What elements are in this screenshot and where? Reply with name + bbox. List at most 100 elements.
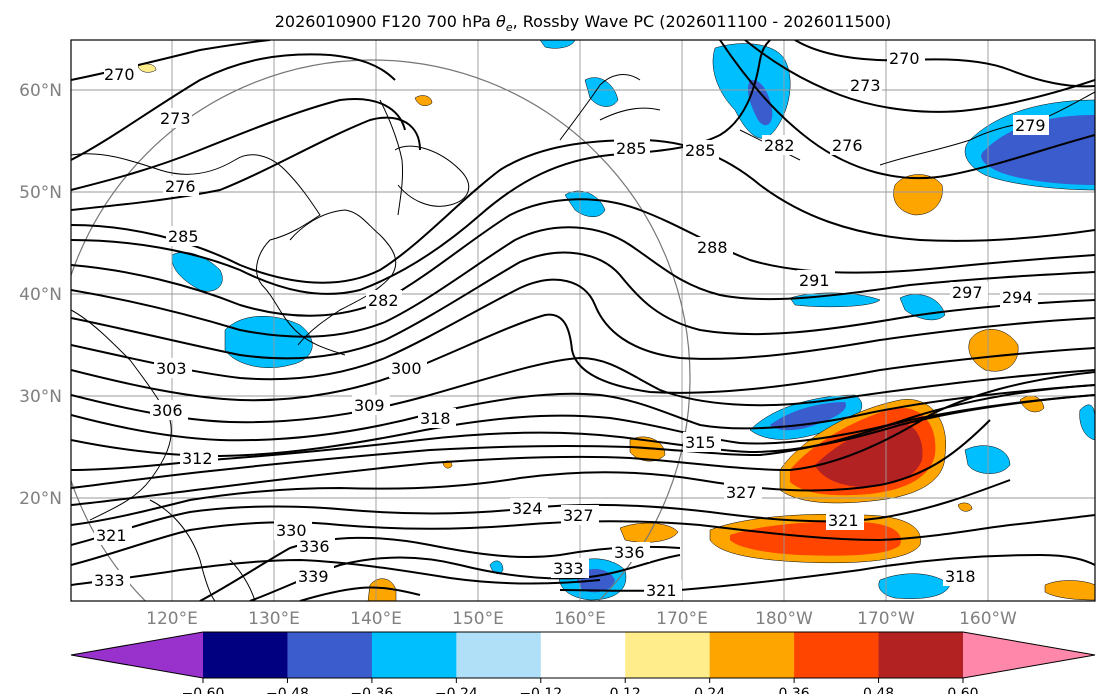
shade-pos-tiny-2: [414, 95, 433, 106]
shade-pos-east: [968, 329, 1019, 372]
contour-297: [71, 278, 1095, 381]
shade-neg-small-4: [964, 445, 1011, 474]
lat-label: 60°N: [19, 81, 62, 101]
contour-label: 285: [685, 141, 716, 160]
contour-321-south: [559, 553, 1095, 592]
contour-label: 324: [512, 499, 543, 518]
contour-label: 273: [850, 76, 881, 95]
contour-label: 327: [726, 483, 757, 502]
shade-neg-ne-pacific-core: [981, 115, 1095, 185]
contour-label: 279: [1015, 116, 1046, 135]
colorbar-tick-label: 0.24: [694, 686, 725, 694]
lon-label: 130°E: [248, 609, 300, 629]
contour-label: 336: [299, 537, 330, 556]
contour-label: 321: [828, 511, 859, 530]
lat-label: 50°N: [19, 183, 62, 203]
colorbar-tick-label: −0.24: [435, 686, 478, 694]
map-panel: 270 270 273 273 276 276 279 282 282 285: [70, 39, 1096, 602]
contour-270: [71, 40, 271, 81]
colorbar-bin: [625, 632, 711, 678]
contour-label: 312: [182, 449, 213, 468]
contour-label: 333: [553, 559, 584, 578]
latitude-labels: 60°N 50°N 40°N 30°N 20°N: [19, 81, 62, 509]
contour-label: 285: [616, 139, 647, 158]
contour-label: 309: [354, 396, 385, 415]
shade-neg-se: [878, 573, 951, 599]
contour-label: 333: [94, 571, 125, 590]
lat-label: 40°N: [19, 285, 62, 305]
shade-pos-south-band-core: [730, 521, 901, 556]
contour-291: [71, 226, 1095, 338]
lon-label: 160°E: [554, 609, 606, 629]
reference-circle: [71, 59, 691, 601]
colorbar-bin: [878, 632, 964, 678]
contour-label: 327: [563, 506, 594, 525]
contour-label: 321: [96, 526, 127, 545]
colorbar: −0.60 −0.48 −0.36 −0.24 −0.12 0.12 0.24 0.36 0.4…: [70, 631, 1096, 694]
contour-label: 294: [1002, 288, 1033, 307]
colorbar-tick-label: −0.48: [266, 686, 309, 694]
shade-neg-small-5: [584, 77, 619, 107]
lon-label: 170°E: [656, 609, 708, 629]
shade-pos-bottom-right: [1044, 580, 1095, 601]
contour-label: 339: [298, 567, 329, 586]
contour-label: 270: [889, 49, 920, 68]
contour-294: [71, 251, 1095, 360]
contour-label: 276: [832, 136, 863, 155]
theta-e-contours: [71, 40, 1095, 601]
colorbar-bin: [709, 632, 795, 678]
contour-285: [71, 138, 1095, 284]
contour-276-ne: [719, 40, 1095, 180]
contour-318: [71, 371, 1095, 506]
lat-label: 20°N: [19, 489, 62, 509]
contour-333: [71, 558, 601, 586]
contour-279: [71, 116, 421, 211]
lon-label: 180°W: [755, 609, 813, 629]
lon-label: 120°E: [146, 609, 198, 629]
contour-282: [71, 40, 771, 295]
contour-273: [71, 53, 396, 161]
contour-label: 270: [104, 65, 135, 84]
contour-label: 306: [152, 401, 183, 420]
contour-276: [71, 98, 406, 191]
lat-label: 30°N: [19, 387, 62, 407]
longitude-labels: 120°E 130°E 140°E 150°E 160°E 170°E 180°…: [146, 609, 1017, 629]
colorbar-bin: [287, 632, 373, 678]
colorbar-bin: [203, 632, 288, 678]
colorbar-tick-label: 0.12: [610, 686, 641, 694]
lon-label: 160°W: [959, 609, 1017, 629]
contour-label: 336: [614, 543, 645, 562]
contour-label: 318: [945, 567, 976, 586]
contour-288: [71, 198, 1095, 317]
contour-label: 288: [697, 238, 728, 257]
shade-neg-center-core: [770, 402, 846, 431]
lon-label: 170°W: [857, 609, 915, 629]
shade-neg-small-6: [1079, 404, 1095, 441]
map-frame: [70, 39, 1096, 602]
colorbar-tick-label: −0.36: [350, 686, 393, 694]
shade-pos-bottom-left: [367, 578, 397, 601]
contour-label: 315: [685, 433, 716, 452]
contour-label: 282: [764, 136, 795, 155]
contour-label: 291: [799, 271, 830, 290]
contour-label: 297: [952, 283, 983, 302]
contour-label: 303: [156, 359, 187, 378]
colorbar-extend-low: [71, 632, 203, 678]
contour-label: 282: [368, 291, 399, 310]
lon-label: 150°E: [452, 609, 504, 629]
shade-pos-main-core: [815, 421, 923, 488]
shade-neg-alaska-core: [747, 79, 773, 126]
colorbar-extend-high: [963, 632, 1095, 678]
contour-339: [299, 586, 421, 601]
colorbar-tick-label: −0.12: [519, 686, 562, 694]
colorbar-tick-label: 0.36: [779, 686, 810, 694]
contour-label: 318: [420, 409, 451, 428]
colorbar-tick-label: 0.60: [947, 686, 978, 694]
contour-300: [71, 313, 1095, 402]
contour-label: 321: [646, 581, 677, 600]
contour-label: 285: [168, 227, 199, 246]
contour-312: [71, 394, 1095, 471]
colorbar-bin: [371, 632, 457, 678]
figure-title: 2026010900 F120 700 hPa θe, Rossby Wave …: [275, 12, 892, 34]
